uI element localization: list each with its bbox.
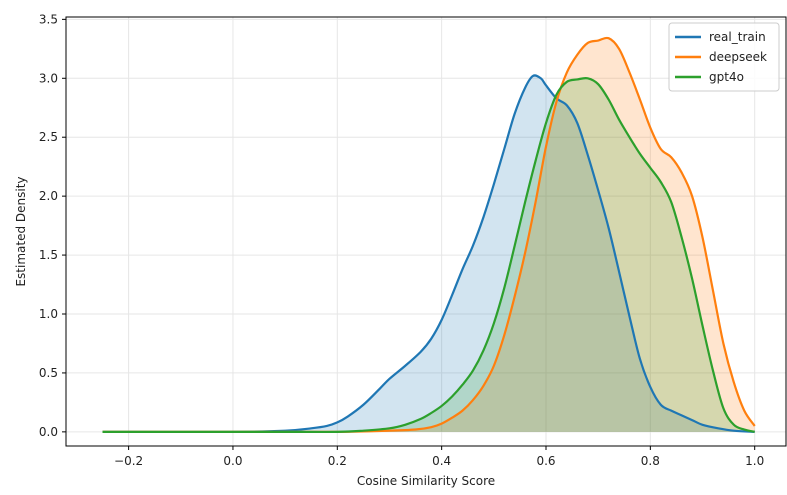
- y-tick-label: 3.0: [39, 71, 58, 85]
- legend: real_train deepseek gpt4o: [668, 22, 780, 92]
- y-tick-label: 1.0: [39, 307, 58, 321]
- x-tick-label: 0.0: [223, 454, 242, 468]
- legend-label-real_train: real_train: [709, 30, 766, 44]
- series-line-real_train: [102, 74, 755, 434]
- y-tick-label: 0.0: [39, 425, 58, 439]
- x-tick-label: 1.0: [745, 454, 764, 468]
- x-tick-label: 0.4: [432, 454, 451, 468]
- legend-box: [668, 22, 780, 92]
- series-line-deepseek: [102, 36, 756, 434]
- y-tick-label: 3.5: [39, 12, 58, 26]
- legend-label-gpt4o: gpt4o: [709, 70, 744, 84]
- x-tick-label: 0.8: [641, 454, 660, 468]
- y-tick-label: 2.0: [39, 189, 58, 203]
- series-lines: [102, 36, 756, 434]
- area-fill-deepseek: [102, 37, 755, 432]
- x-tick-label: 0.6: [536, 454, 555, 468]
- axis-ticks: −0.2 0.0 0.2 0.4 0.6 0.8 1.0 0.0 0.5 1.0 1.5 2.0 2.5…: [39, 12, 764, 468]
- y-tick-label: 2.5: [39, 130, 58, 144]
- plot-frame: [65, 16, 787, 447]
- x-axis-title: Cosine Similarity Score: [357, 474, 495, 488]
- y-tick-label: 0.5: [39, 366, 58, 380]
- series-line-gpt4o: [102, 76, 755, 434]
- legend-label-deepseek: deepseek: [709, 50, 767, 64]
- x-tick-label: −0.2: [114, 454, 143, 468]
- x-tick-label: 0.2: [328, 454, 347, 468]
- area-fill-real_train: [102, 75, 755, 432]
- y-tick-label: 1.5: [39, 248, 58, 262]
- y-axis-title: Estimated Density: [14, 176, 28, 286]
- legend-items: real_train deepseek gpt4o: [675, 30, 767, 84]
